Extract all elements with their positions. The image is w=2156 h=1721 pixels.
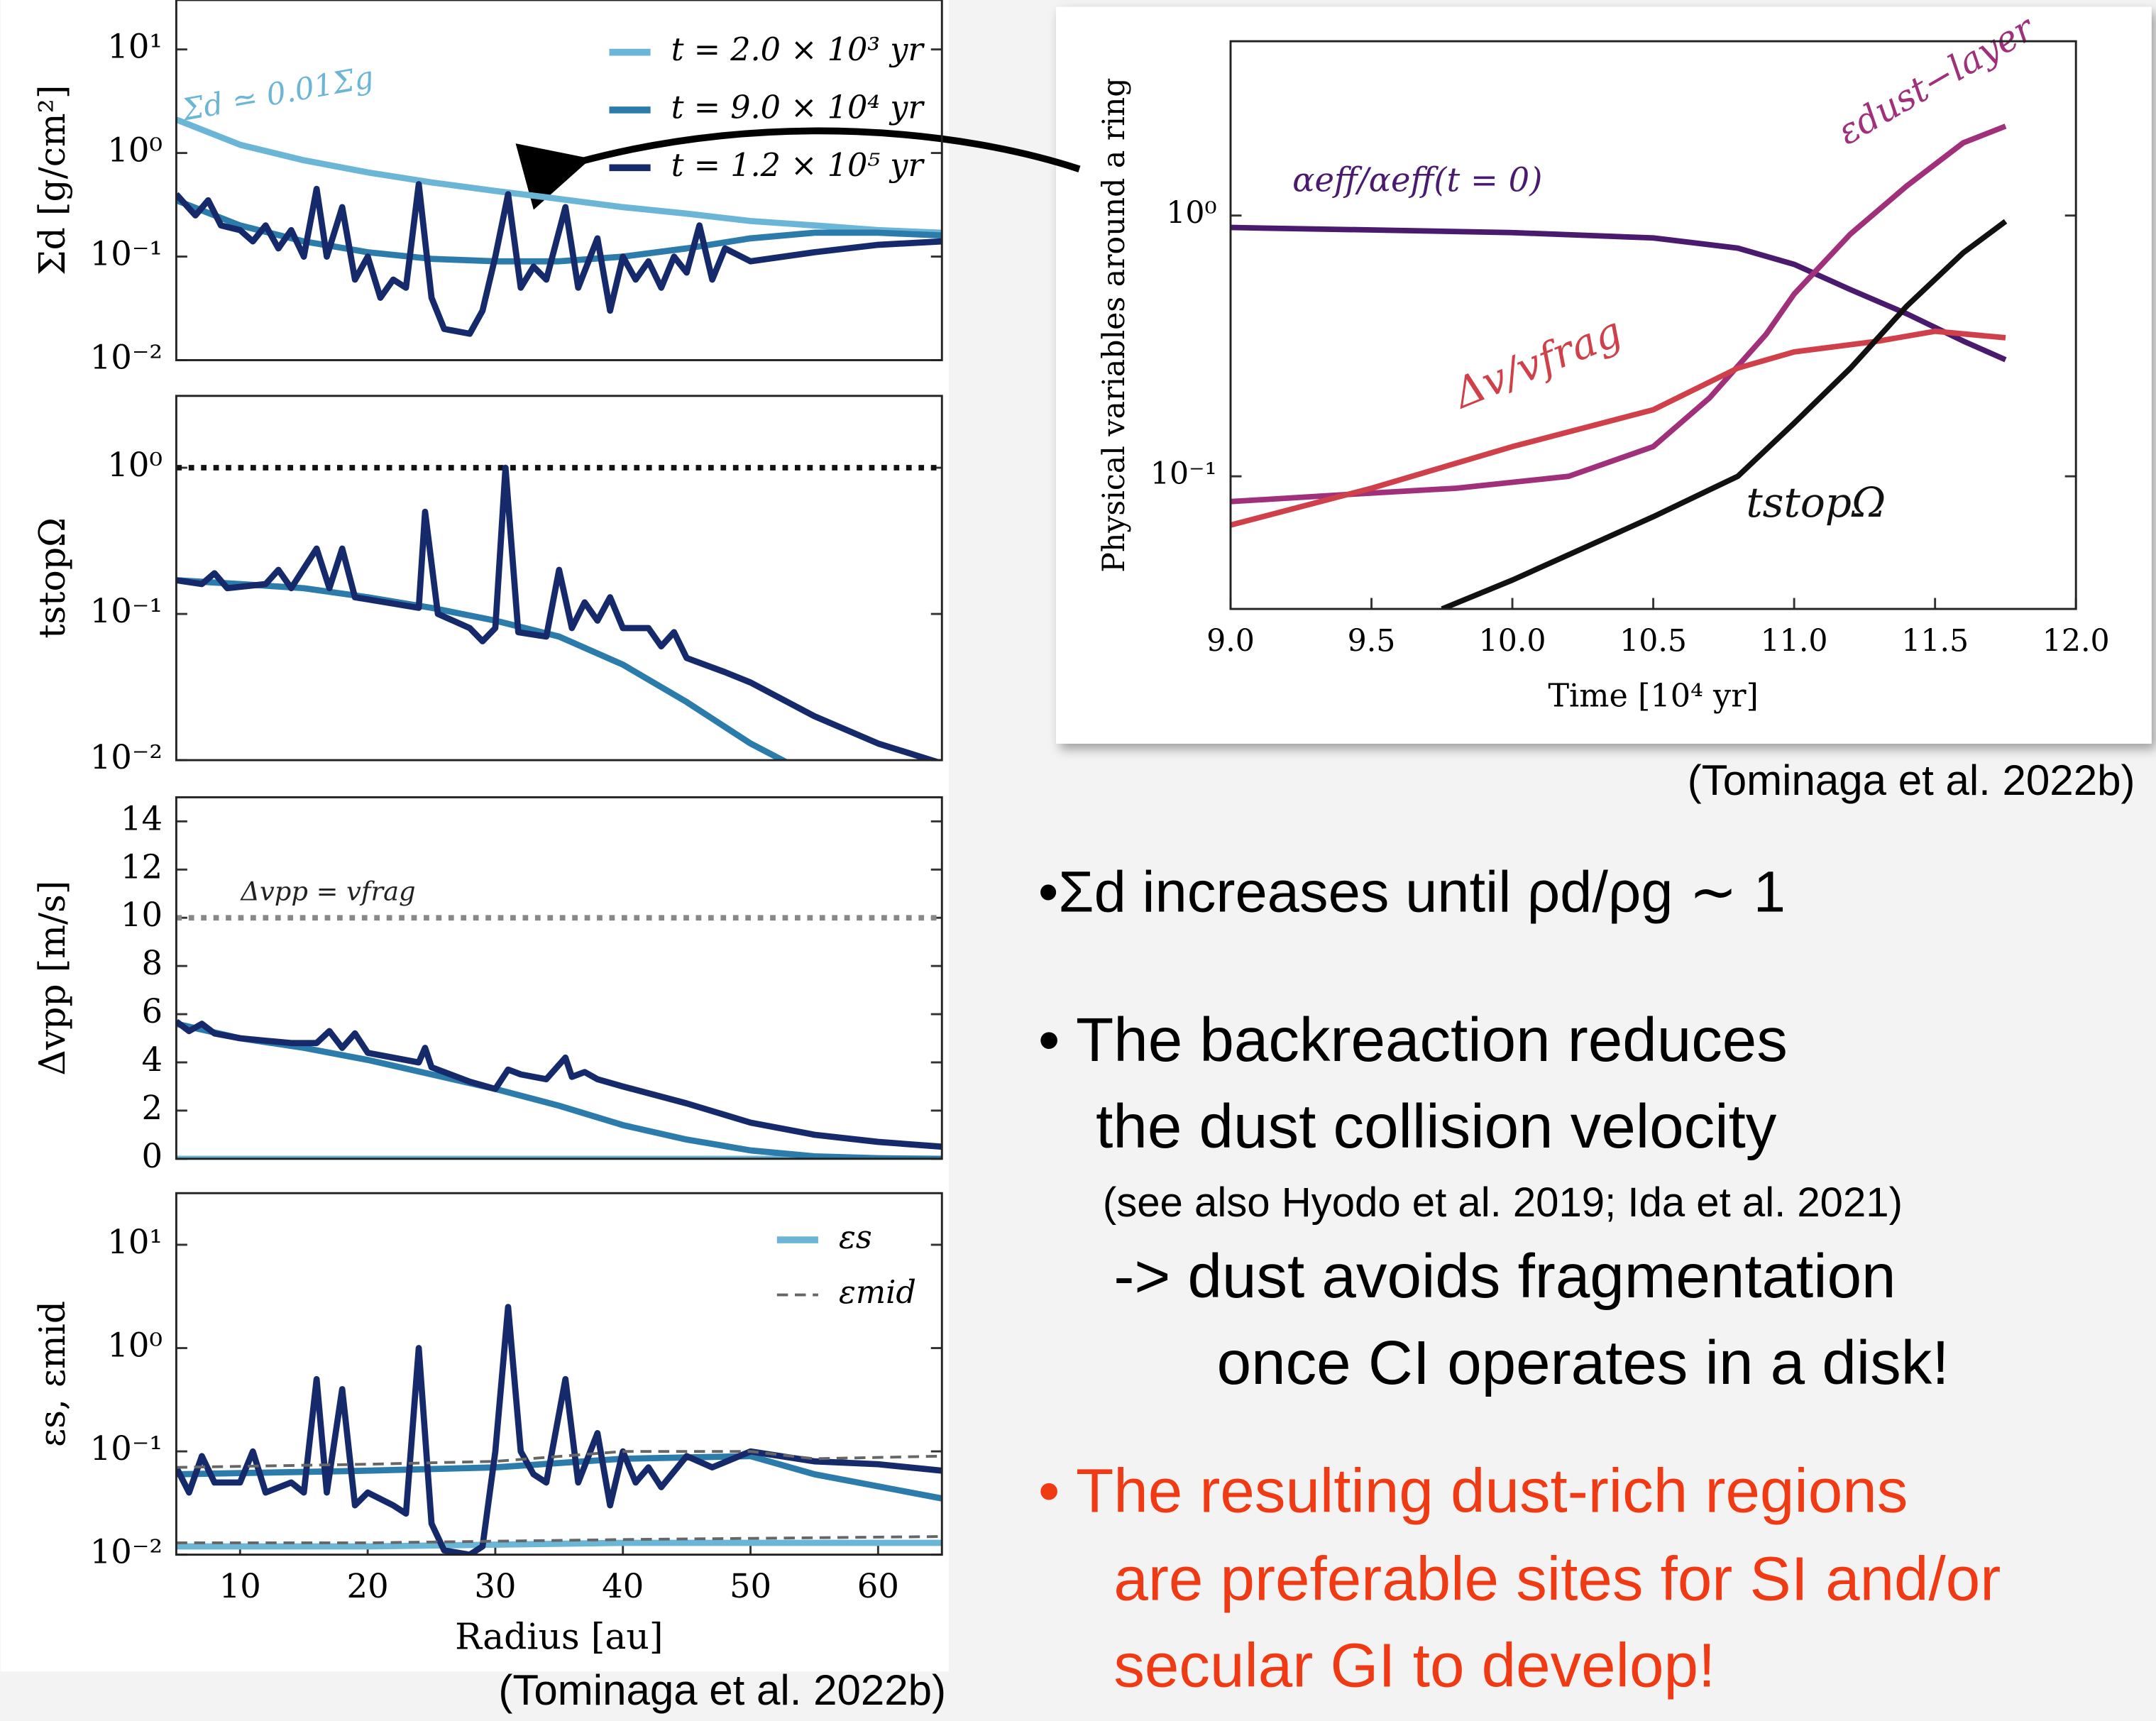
y-axis-label: Δvpp [m/s]	[31, 881, 73, 1076]
panel: 0 2 4 6 8 10 12 14 Δvpp = vfrag Δvpp [m/s]	[31, 796, 943, 1175]
x-tick-label: 20	[347, 1567, 389, 1605]
x-tick-label: 11.5	[1901, 623, 1969, 659]
y-tick-label: 10⁰	[1166, 196, 1216, 231]
x-tick-label: 11.0	[1761, 623, 1828, 659]
left-figure-bg	[0, 0, 949, 1672]
bullet: (see also Hyodo et al. 2019; Ida et al. …	[1103, 1180, 1903, 1226]
x-tick-label: 40	[602, 1567, 644, 1605]
y-tick-label: 10⁻¹	[90, 235, 163, 273]
bullet: are preferable sites for SI and/or	[1113, 1544, 2001, 1613]
x-tick-label: 50	[730, 1567, 771, 1605]
arrow	[515, 127, 1081, 210]
x-tick-label: 9.0	[1206, 623, 1255, 659]
panel: 10⁻² 10⁻¹ 10⁰ tstopΩ	[31, 395, 943, 776]
y-axis-label: Σd [g/cm²]	[31, 85, 73, 275]
series-label: αeff/αeff(t = 0)	[1292, 161, 1542, 199]
x-tick-label: 12.0	[2042, 623, 2110, 659]
bullet: secular GI to develop!	[1113, 1631, 1715, 1700]
panel: 10⁻² 10⁻¹ 10⁰ 10¹ 10 20 30 40 50 60 εs εmid εs, εmid…	[31, 1192, 943, 1658]
series-line	[1230, 328, 2006, 528]
legend-label: t = 9.0 × 10⁴ yr	[671, 89, 925, 126]
y-tick-label: 2	[141, 1089, 163, 1127]
legend-label: t = 1.2 × 10⁵ yr	[671, 147, 925, 184]
plot-frame	[175, 0, 943, 361]
bullet: -> dust avoids fragmentation	[1113, 1242, 1896, 1311]
caption: (Tominaga et al. 2022b)	[498, 1666, 946, 1714]
plot-frame	[175, 1192, 943, 1556]
bullet: the dust collision velocity	[1096, 1092, 1777, 1161]
x-tick-label: 60	[857, 1567, 899, 1605]
y-tick-label: 14	[121, 799, 163, 837]
x-tick-label: 30	[474, 1567, 516, 1605]
y-tick-label: 4	[141, 1040, 163, 1079]
series-line	[176, 1535, 942, 1544]
y-tick-label: 10⁻²	[90, 338, 163, 376]
y-axis-label: εs, εmid	[31, 1301, 73, 1447]
y-tick-label: 12	[121, 847, 163, 886]
right-figure-bg	[1056, 6, 2152, 744]
y-tick-label: 10¹	[107, 28, 163, 66]
series-line	[176, 1304, 942, 1555]
text-block: (Tominaga et al. 2022b) (Tominaga et al.…	[498, 757, 2135, 1714]
y-tick-label: 10⁻²	[90, 738, 163, 776]
y-tick-label: 10⁻¹	[90, 592, 163, 630]
y-tick-label: 10⁰	[107, 446, 163, 484]
y-tick-label: 10⁰	[107, 1326, 163, 1365]
bullet: • The backreaction reduces	[1038, 1006, 1788, 1074]
caption: (Tominaga et al. 2022b)	[1688, 757, 2135, 804]
x-tick-label: 10.0	[1479, 623, 1546, 659]
legend-label: εs	[839, 1219, 872, 1256]
y-tick-label: 10¹	[107, 1223, 163, 1261]
series-label: tstopΩ	[1746, 478, 1886, 527]
plot-frame	[1229, 40, 2077, 610]
x-tick-label: 10	[219, 1567, 261, 1605]
y-tick-label: 10⁻²	[90, 1533, 163, 1571]
series-line	[176, 1018, 942, 1150]
x-tick-label: 10.5	[1619, 623, 1687, 659]
x-axis-label: Time [10⁴ yr]	[1548, 677, 1759, 714]
plots: 10⁻² 10⁻¹ 10⁰ 10¹ t = 2.0 × 10³ yr t = 9.0 × …	[31, 0, 2110, 1658]
legend-label: t = 2.0 × 10³ yr	[671, 31, 925, 68]
x-axis-label: Radius [au]	[455, 1616, 663, 1658]
y-axis-label: Physical variables around a ring	[1096, 77, 1132, 572]
series-line	[176, 181, 942, 337]
series-line	[176, 1539, 942, 1550]
bullet: once CI operates in a disk!	[1217, 1329, 1949, 1397]
y-tick-label: 10⁻¹	[90, 1429, 163, 1468]
series-line	[1230, 224, 2007, 363]
bullet: • The resulting dust-rich regions	[1038, 1456, 1908, 1525]
y-tick-label: 10	[121, 896, 163, 934]
series-line	[176, 116, 942, 236]
series-line	[176, 1450, 942, 1469]
y-axis-label: tstopΩ	[31, 517, 73, 639]
plot-frame	[175, 796, 943, 1160]
y-tick-label: 10⁰	[107, 131, 163, 170]
y-tick-label: 6	[141, 992, 163, 1030]
bullet: •Σd increases until ρd/ρg ∼ 1	[1038, 859, 1786, 924]
series-line	[1441, 219, 2008, 610]
y-tick-label: 8	[141, 944, 163, 982]
plot-frame	[175, 395, 943, 761]
y-tick-label: 10⁻¹	[1150, 456, 1217, 492]
series-line	[176, 464, 942, 761]
annotation: Δvpp = vfrag	[239, 876, 415, 906]
series-line	[176, 1021, 942, 1159]
x-tick-label: 9.5	[1348, 623, 1396, 659]
legend-label: εmid	[839, 1274, 916, 1311]
y-tick-label: 0	[141, 1137, 163, 1175]
